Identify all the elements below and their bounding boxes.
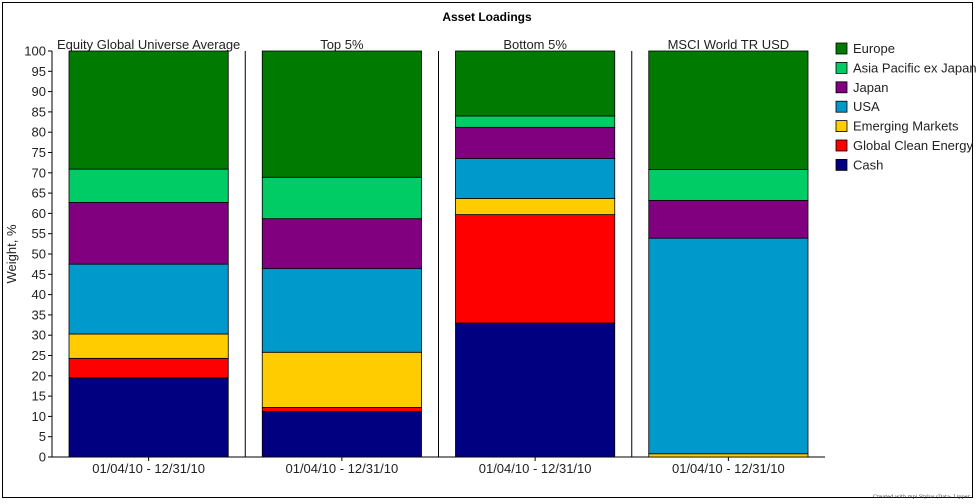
panel-title: Bottom 5%	[503, 37, 567, 52]
y-tick-label: 95	[32, 64, 46, 79]
bar-segment	[455, 126, 616, 159]
legend-swatch	[835, 158, 848, 171]
legend-swatch	[835, 62, 848, 74]
bar-segment	[261, 351, 422, 408]
y-tick-label: 30	[32, 328, 46, 343]
bar-segment	[261, 411, 422, 458]
panel-title: Top 5%	[320, 37, 364, 52]
bar-segment	[648, 453, 809, 458]
legend-label: Asia Pacific ex Japan	[853, 60, 977, 75]
y-axis-label: Weight, %	[4, 224, 19, 283]
panel-title: MSCI World TR USD	[668, 37, 790, 52]
bar-segment	[455, 214, 616, 324]
y-tick-label: 85	[32, 104, 46, 119]
bar-segment	[455, 50, 616, 117]
y-tick-label: 90	[32, 84, 46, 99]
y-tick-label: 15	[32, 389, 46, 404]
bar-segment	[648, 237, 809, 455]
legend-item: Emerging Markets	[835, 119, 959, 134]
bar-segment	[261, 268, 422, 353]
bar-segment	[455, 115, 616, 128]
legend-item: USA	[835, 99, 880, 114]
y-tick-label: 25	[32, 348, 46, 363]
bar-segment	[68, 357, 229, 379]
y-tick-label: 35	[32, 307, 46, 322]
y-tick-label: 20	[32, 368, 46, 383]
bar-segment	[648, 50, 809, 170]
legend-swatch	[835, 120, 848, 132]
y-tick-label: 80	[32, 125, 46, 140]
bar-segment	[261, 407, 422, 412]
legend-label: Cash	[853, 157, 883, 172]
legend-item: Global Clean Energy	[835, 138, 973, 153]
x-category-label: 01/04/10 - 12/31/10	[479, 461, 592, 476]
legend-label: Emerging Markets	[853, 119, 959, 134]
bar-segment	[68, 263, 229, 335]
legend-label: Japan	[853, 80, 888, 95]
bar-segment	[455, 197, 616, 216]
legend-swatch	[835, 42, 848, 55]
legend: Europe Asia Pacific ex Japan Japan USA Emerg…	[835, 41, 977, 172]
legend-label: Europe	[853, 41, 895, 56]
bar-segment	[261, 176, 422, 220]
x-category-label: 01/04/10 - 12/31/10	[92, 461, 205, 476]
y-tick-label: 50	[32, 247, 46, 262]
x-category-label: 01/04/10 - 12/31/10	[285, 461, 398, 476]
y-tick-label: 65	[32, 186, 46, 201]
legend-label: Global Clean Energy	[853, 138, 973, 153]
y-tick-label: 5	[39, 429, 46, 444]
bar-segment	[68, 50, 229, 170]
chart-frame	[2, 2, 973, 498]
x-category-label: 01/04/10 - 12/31/10	[672, 461, 785, 476]
bar-segment	[455, 322, 616, 458]
y-tick-label: 0	[39, 450, 46, 465]
legend-item: Japan	[835, 80, 888, 95]
y-tick-label: 75	[32, 145, 46, 160]
legend-swatch	[835, 81, 848, 94]
bar-segment	[455, 158, 616, 199]
y-tick-label: 55	[32, 226, 46, 241]
credit-note: Created with mpi Stylus (Data: Lipper	[873, 493, 970, 500]
y-tick-label: 40	[32, 287, 46, 302]
bar-segment	[68, 377, 229, 458]
y-tick-label: 10	[32, 409, 46, 424]
bars: Equity Global Universe Average 01/04/10 -…	[57, 37, 809, 476]
bar-segment	[68, 202, 229, 265]
legend-item: Cash	[835, 157, 883, 172]
bar-segment	[261, 50, 422, 178]
axes: 0 5 10 15 20 25 30 35 40 45 50 55 60 65 70 75 80 85 90 95 10…	[24, 44, 825, 465]
legend-label: USA	[853, 99, 880, 114]
legend-item: Asia Pacific ex Japan	[835, 60, 977, 75]
chart-title: Asset Loadings	[442, 10, 532, 24]
legend-item: Europe	[835, 41, 895, 56]
y-tick-label: 60	[32, 206, 46, 221]
y-tick-label: 70	[32, 165, 46, 180]
legend-swatch	[835, 100, 848, 113]
bar-segment	[648, 200, 809, 239]
y-tick-label: 45	[32, 267, 46, 282]
bar-segment	[68, 168, 229, 203]
y-tick-label: 100	[24, 44, 46, 59]
bar-segment	[648, 169, 809, 201]
bar-segment	[261, 218, 422, 270]
legend-swatch	[835, 139, 848, 152]
panel-title: Equity Global Universe Average	[57, 37, 240, 52]
bar-segment	[68, 333, 229, 359]
